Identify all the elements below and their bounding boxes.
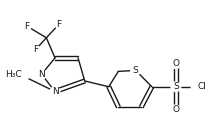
- Text: N: N: [52, 87, 58, 96]
- Text: F: F: [56, 20, 61, 29]
- Text: O: O: [172, 59, 179, 68]
- Circle shape: [32, 45, 40, 53]
- Text: S: S: [133, 66, 138, 75]
- Circle shape: [171, 59, 181, 68]
- Circle shape: [171, 82, 181, 92]
- Text: F: F: [33, 45, 38, 54]
- Circle shape: [50, 87, 60, 96]
- Circle shape: [171, 105, 181, 115]
- Text: H₃C: H₃C: [5, 70, 21, 79]
- Circle shape: [37, 69, 46, 79]
- Circle shape: [14, 67, 29, 82]
- Text: F: F: [25, 22, 30, 31]
- Text: Cl: Cl: [198, 82, 207, 91]
- Text: S: S: [173, 82, 179, 91]
- Circle shape: [191, 80, 205, 93]
- Circle shape: [131, 66, 140, 75]
- Text: N: N: [38, 70, 45, 79]
- Text: O: O: [172, 105, 179, 114]
- Circle shape: [23, 22, 31, 30]
- Circle shape: [55, 21, 63, 28]
